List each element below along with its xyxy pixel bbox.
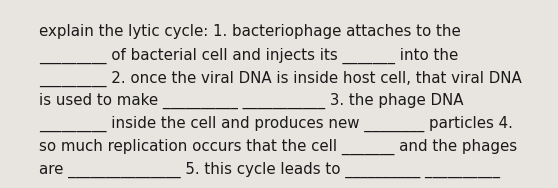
Text: explain the lytic cycle: 1. bacteriophage attaches to the: explain the lytic cycle: 1. bacteriophag…	[39, 24, 461, 39]
Text: is used to make __________ ___________ 3. the phage DNA: is used to make __________ ___________ 3…	[39, 93, 464, 109]
Text: _________ 2. once the viral DNA is inside host cell, that viral DNA: _________ 2. once the viral DNA is insid…	[39, 70, 522, 86]
Text: _________ of bacterial cell and injects its _______ into the: _________ of bacterial cell and injects …	[39, 47, 458, 64]
Text: are _______________ 5. this cycle leads to __________ __________: are _______________ 5. this cycle leads …	[39, 162, 500, 178]
Text: so much replication occurs that the cell _______ and the phages: so much replication occurs that the cell…	[39, 139, 517, 155]
Text: _________ inside the cell and produces new ________ particles 4.: _________ inside the cell and produces n…	[39, 116, 513, 132]
